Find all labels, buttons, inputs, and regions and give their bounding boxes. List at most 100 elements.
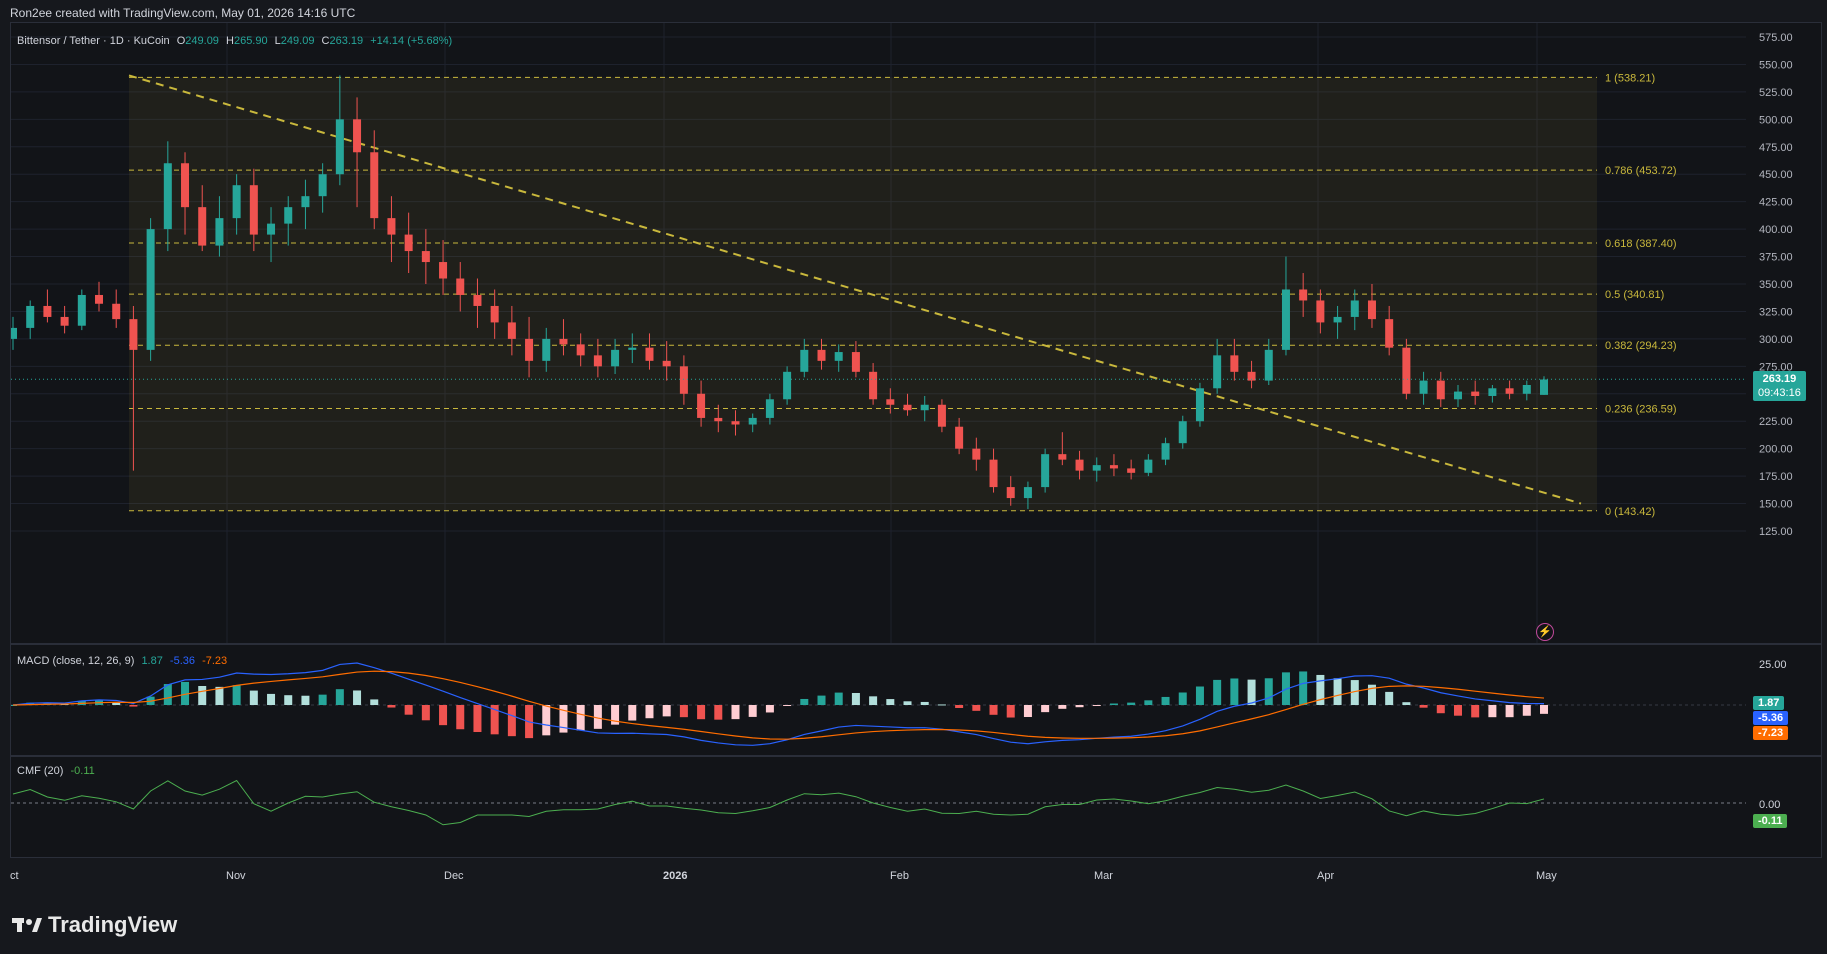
macd-histogram-bar bbox=[1213, 679, 1222, 705]
candle-body bbox=[11, 327, 17, 339]
price-axis-tick: 150.00 bbox=[1759, 499, 1793, 511]
candle-body bbox=[1299, 289, 1308, 301]
candle-body bbox=[1041, 454, 1050, 488]
candle-body bbox=[198, 207, 207, 246]
time-label-dec: Dec bbox=[444, 870, 464, 882]
candle-body bbox=[1350, 300, 1359, 317]
ohlc-high: H265.90 bbox=[226, 35, 268, 47]
macd-histogram-bar bbox=[318, 694, 327, 705]
candle-body bbox=[60, 316, 69, 326]
macd-histogram-bar bbox=[404, 705, 413, 715]
macd-histogram-bar bbox=[284, 695, 293, 705]
candle-body bbox=[387, 218, 396, 235]
macd-line bbox=[12, 662, 1545, 746]
macd-histogram-bar bbox=[645, 705, 654, 719]
fib-level-label: 0.236 (236.59) bbox=[1605, 403, 1677, 415]
price-axis-tick: 425.00 bbox=[1759, 197, 1793, 209]
candle-body bbox=[989, 459, 998, 488]
candle-body bbox=[353, 119, 362, 153]
fib-level-label: 0.382 (294.23) bbox=[1605, 340, 1677, 352]
macd-histogram-bar bbox=[834, 692, 843, 705]
macd-histogram-bar bbox=[955, 705, 964, 708]
candle-body bbox=[645, 347, 654, 361]
time-axis[interactable]: ct Nov Dec 2026 Feb Mar Apr May bbox=[10, 858, 1820, 894]
time-label-apr: Apr bbox=[1317, 870, 1335, 882]
macd-histogram-bar bbox=[576, 705, 585, 731]
price-chart-canvas[interactable]: 575.00 550.00 525.00 500.00 475.00 450.00 425.… bbox=[11, 23, 1821, 643]
candle-body bbox=[783, 371, 792, 400]
candle-body bbox=[507, 322, 516, 339]
candle-body bbox=[1264, 349, 1273, 381]
macd-histogram-bar bbox=[817, 695, 826, 705]
candle-body bbox=[972, 448, 981, 460]
macd-histogram-bar bbox=[920, 701, 929, 705]
cmf-panel[interactable]: CMF (20) -0.11 0.00 -0.11 bbox=[10, 756, 1822, 858]
macd-histogram-bar bbox=[1144, 700, 1153, 705]
tradingview-logo-icon bbox=[12, 918, 42, 932]
candle-body bbox=[1522, 384, 1531, 394]
candle-body bbox=[542, 338, 551, 361]
macd-signal-line bbox=[12, 670, 1545, 740]
time-label-oct: ct bbox=[10, 870, 19, 882]
time-label-mar: Mar bbox=[1094, 870, 1113, 882]
candle-body bbox=[576, 344, 585, 356]
candle-body bbox=[26, 305, 35, 328]
candle-body bbox=[1471, 391, 1480, 396]
macd-histogram-bar bbox=[1195, 686, 1204, 705]
candle-body bbox=[525, 338, 534, 361]
candle-body bbox=[1213, 355, 1222, 389]
macd-histogram-bar bbox=[559, 705, 568, 733]
macd-histogram-bar bbox=[1299, 671, 1308, 705]
macd-histogram-bar bbox=[851, 692, 860, 705]
candle-body bbox=[284, 207, 293, 224]
macd-histogram-bar bbox=[215, 686, 224, 705]
macd-histogram-bar bbox=[628, 705, 637, 721]
candle-body bbox=[1333, 316, 1342, 323]
candle-body bbox=[1385, 319, 1394, 348]
candle-body bbox=[1161, 443, 1170, 460]
macd-histogram-bar bbox=[267, 693, 276, 705]
candle-body bbox=[559, 338, 568, 345]
candle-body bbox=[697, 393, 706, 418]
macd-histogram-bar bbox=[1316, 674, 1325, 705]
macd-histogram-bar bbox=[1488, 705, 1497, 718]
macd-canvas[interactable] bbox=[11, 645, 1821, 755]
macd-histogram-bar bbox=[783, 705, 792, 706]
time-label-may: May bbox=[1536, 870, 1557, 882]
price-panel[interactable]: 575.00 550.00 525.00 500.00 475.00 450.00 425.… bbox=[10, 22, 1822, 644]
time-label-2026: 2026 bbox=[663, 870, 688, 882]
candle-body bbox=[1006, 487, 1015, 499]
macd-histogram-bar bbox=[1247, 679, 1256, 705]
descending-trendline bbox=[128, 74, 1582, 505]
macd-label[interactable]: MACD (close, 12, 26, 9) bbox=[17, 655, 135, 667]
candle-body bbox=[748, 417, 757, 425]
price-axis-tick: 450.00 bbox=[1759, 169, 1793, 181]
fib-level-label: 0 (143.42) bbox=[1605, 506, 1655, 518]
alert-flash-icon[interactable]: ⚡ bbox=[1536, 623, 1554, 641]
candle-body bbox=[869, 371, 878, 400]
candle-body bbox=[920, 404, 929, 411]
macd-histogram-bar bbox=[163, 684, 172, 705]
chart-attribution: Ron2ee created with TradingView.com, May… bbox=[10, 6, 356, 20]
candle-body bbox=[1316, 300, 1325, 323]
macd-histogram-bar bbox=[1333, 678, 1342, 705]
candle-body bbox=[473, 294, 482, 306]
macd-panel[interactable]: MACD (close, 12, 26, 9) 1.87 -5.36 -7.23… bbox=[10, 644, 1822, 756]
macd-histogram-bar bbox=[1006, 705, 1015, 718]
cmf-label[interactable]: CMF (20) bbox=[17, 765, 64, 777]
candle-body bbox=[95, 294, 104, 304]
macd-histogram-bar bbox=[903, 701, 912, 705]
candle-body bbox=[112, 303, 121, 320]
macd-histogram-bar bbox=[972, 705, 981, 711]
price-axis-tick: 550.00 bbox=[1759, 59, 1793, 71]
time-label-feb: Feb bbox=[890, 870, 909, 882]
candle-body bbox=[1436, 380, 1445, 400]
symbol-name[interactable]: Bittensor / Tether · 1D · KuCoin bbox=[17, 35, 170, 47]
price-axis-tick: 525.00 bbox=[1759, 87, 1793, 99]
cmf-canvas[interactable] bbox=[11, 757, 1821, 857]
tradingview-logo[interactable]: TradingView bbox=[12, 912, 177, 938]
macd-histogram-bar bbox=[869, 696, 878, 705]
macd-histogram-bar bbox=[714, 705, 723, 720]
candle-body bbox=[181, 163, 190, 208]
macd-histogram-bar bbox=[1161, 696, 1170, 705]
